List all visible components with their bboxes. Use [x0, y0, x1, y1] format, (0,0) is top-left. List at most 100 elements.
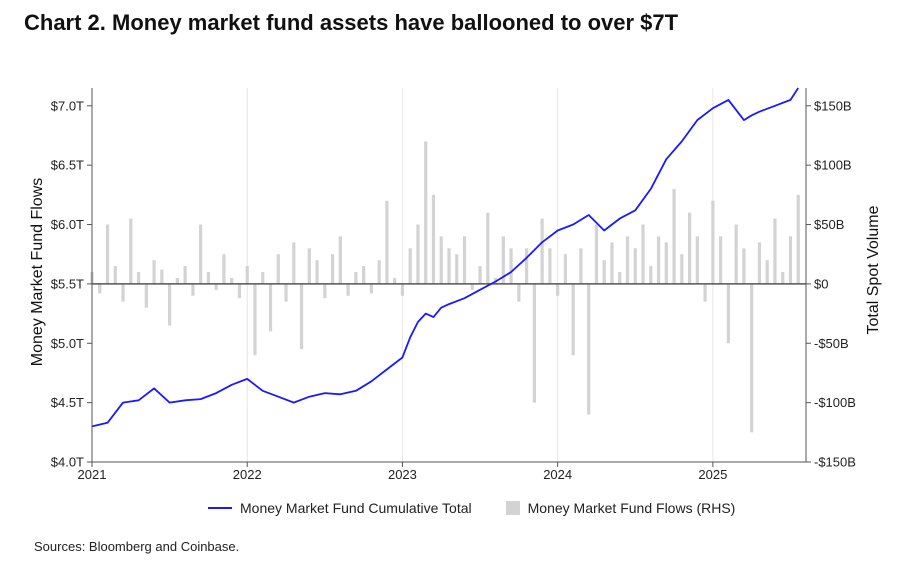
axes: [91, 88, 807, 463]
flow-bar: [330, 254, 335, 284]
flow-bar: [354, 272, 358, 284]
x-axis-ticks: 2021 2022 2023 2024 2025: [78, 462, 727, 482]
flow-bar: [160, 269, 164, 284]
flow-bar: [781, 272, 785, 284]
flow-bar: [175, 277, 179, 284]
flow-bar: [672, 188, 676, 284]
flow-bar: [377, 260, 381, 284]
x-tick-label: 2024: [543, 467, 572, 482]
flow-bar: [299, 283, 304, 350]
flow-bar: [276, 254, 280, 284]
flow-bar: [455, 254, 459, 284]
flow-bar: [610, 242, 614, 284]
flow-bar: [765, 260, 769, 284]
x-tick-label: 2022: [233, 467, 262, 482]
flow-bar: [587, 283, 591, 415]
flow-bar: [517, 283, 521, 302]
flow-bar: [618, 272, 622, 284]
flow-bar: [222, 254, 226, 284]
right-tick-label: $150B: [814, 98, 852, 113]
flow-bar: [292, 242, 296, 284]
flow-bar: [245, 266, 249, 284]
flow-bar: [571, 283, 575, 356]
flow-bar: [284, 283, 288, 302]
flow-bar: [98, 283, 102, 294]
source-note: Sources: Bloomberg and Coinbase.: [34, 539, 240, 554]
flow-bar: [742, 248, 746, 284]
flow-bar: [796, 194, 800, 284]
right-axis-ticks: -$150B -$100B -$50B $0 $50B $100B $150B: [806, 98, 856, 470]
x-tick-label: 2025: [698, 467, 727, 482]
legend-bar-label: Money Market Fund Flows (RHS): [527, 500, 736, 516]
flow-bar: [750, 283, 754, 433]
flow-bar: [656, 236, 661, 284]
flow-bar: [362, 266, 366, 284]
flow-bar: [773, 218, 777, 284]
flow-bar: [563, 254, 568, 284]
left-tick-label: $7.0T: [51, 98, 84, 113]
flow-bar: [385, 200, 389, 284]
flow-bar: [168, 283, 172, 326]
flow-bar: [369, 283, 373, 294]
flow-bar: [206, 272, 211, 284]
flow-bar: [338, 236, 342, 284]
flow-bar: [579, 248, 583, 284]
right-tick-label: $0: [814, 276, 828, 291]
flow-bar: [431, 194, 436, 284]
flow-bar: [726, 283, 730, 344]
flow-bar: [641, 224, 645, 284]
flow-bar: [268, 283, 273, 332]
right-tick-label: -$150B: [814, 455, 856, 470]
flow-bar: [447, 248, 451, 284]
flow-bar: [439, 236, 443, 284]
flow-bar: [664, 242, 668, 284]
legend: Money Market Fund Cumulative Total Money…: [208, 500, 735, 516]
flow-bar: [237, 283, 242, 299]
flow-bar: [214, 283, 218, 290]
flow-bar: [703, 283, 707, 302]
right-axis-title: Total Spot Volume: [865, 205, 882, 334]
flow-bar: [556, 283, 560, 296]
flow-bar: [532, 283, 536, 403]
left-axis-title: Money Market Fund Flows: [29, 178, 46, 367]
flow-bar: [486, 212, 490, 284]
flow-bar: [649, 266, 653, 284]
right-tick-label: $100B: [814, 158, 852, 173]
flow-bar: [253, 283, 257, 356]
flow-bar: [424, 141, 428, 284]
cumulative-line: [91, 87, 799, 428]
left-tick-label: $6.0T: [51, 217, 84, 232]
flow-bar: [687, 212, 692, 284]
flow-bar: [346, 283, 350, 296]
right-tick-label: -$100B: [814, 395, 856, 410]
flow-bar: [315, 260, 319, 284]
flow-bar: [625, 236, 630, 284]
flow-bar: [695, 236, 699, 284]
right-tick-label: -$50B: [814, 336, 849, 351]
flow-bar: [788, 236, 793, 284]
left-tick-label: $6.5T: [51, 158, 84, 173]
legend-line-label: Money Market Fund Cumulative Total: [240, 500, 472, 516]
flow-bar: [323, 283, 327, 299]
flow-bar: [711, 200, 715, 284]
flow-bar: [594, 224, 599, 284]
chart-title: Chart 2. Money market fund assets have b…: [24, 10, 679, 35]
flow-bar: [540, 218, 544, 284]
flow-bar: [129, 218, 133, 284]
legend-bar-swatch: [505, 501, 520, 515]
flow-bar: [470, 283, 474, 290]
flow-bar: [152, 260, 156, 284]
flow-bar: [478, 266, 482, 284]
flow-bar: [144, 283, 148, 308]
flow-bar: [261, 272, 265, 284]
flow-bar: [400, 283, 405, 296]
flow-bar: [602, 260, 606, 284]
flows-bars: [90, 141, 800, 433]
flow-bar: [501, 236, 505, 284]
x-tick-label: 2021: [78, 467, 107, 482]
flow-bar: [199, 224, 203, 284]
flow-bar: [121, 283, 125, 302]
flow-bar: [509, 248, 513, 284]
flow-bar: [757, 242, 762, 284]
left-tick-label: $4.0T: [51, 455, 84, 470]
